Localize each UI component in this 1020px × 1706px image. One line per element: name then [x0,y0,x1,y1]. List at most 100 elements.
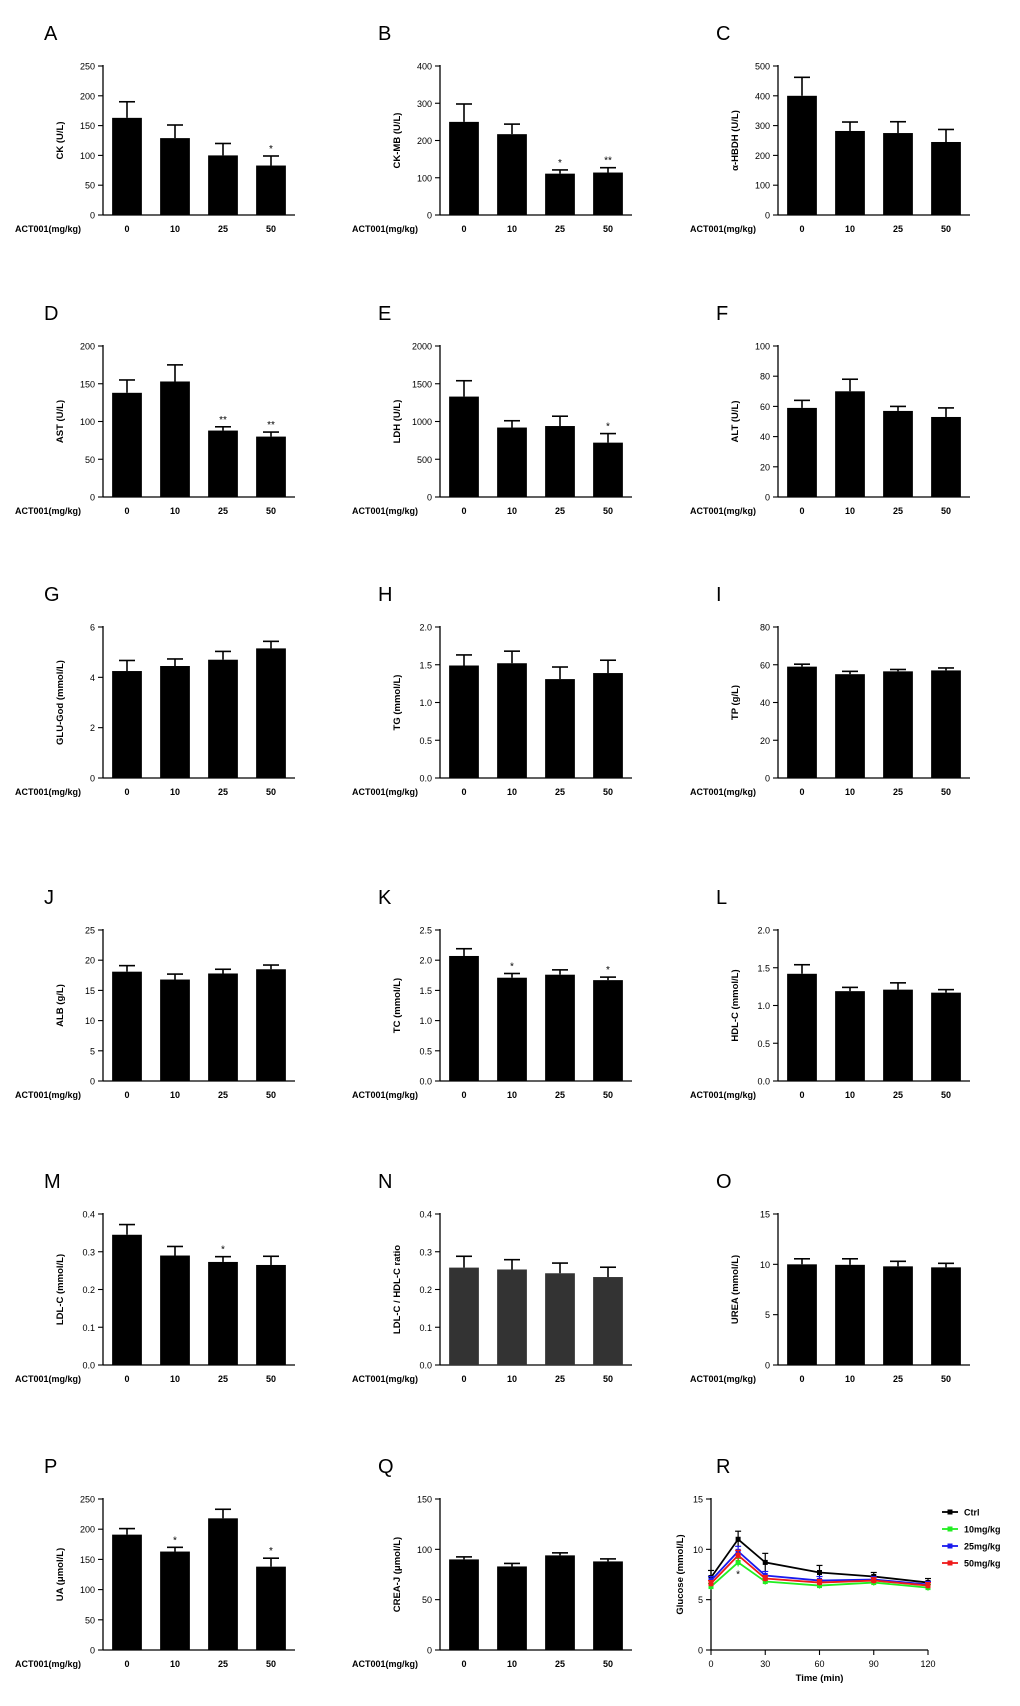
bar [208,1518,238,1650]
x-axis-title: Time (min) [796,1673,844,1684]
x-tick-label: 60 [814,1659,824,1669]
bar [593,980,623,1081]
bar [497,1566,527,1650]
panel-q: Q 0 50 100 150 CREA-J (μmol/L) 0 10 25 50 ACT001(m… [352,1456,632,1669]
panel-f: F 0 20 40 60 80 100 ALT (U/L) 0 10 25 50 ACT001(mg/k… [690,303,970,516]
y-tick-label: 25 [85,926,95,936]
y-tick-label: 60 [760,660,770,670]
x-tick-label: 25 [893,224,903,234]
bar [208,973,238,1081]
bar [160,979,190,1081]
y-tick-label: 0 [765,493,770,503]
bar [256,436,286,497]
bar [787,95,817,215]
bar [835,130,865,215]
x-tick-label: 10 [845,787,855,797]
legend-label: 50mg/kg [964,1559,1001,1569]
y-tick-label: 200 [417,136,432,146]
x-tick-label: 25 [218,1659,228,1669]
y-axis-title: UREA (mmol/L) [730,1255,741,1324]
x-tick-label: 50 [603,224,613,234]
x-axis-title: ACT001(mg/kg) [690,787,756,797]
data-point [925,1583,931,1589]
x-tick-label: 10 [507,1374,517,1384]
x-tick-label: 0 [799,1374,804,1384]
x-tick-label: 50 [941,506,951,516]
panel-label: H [378,584,392,606]
y-tick-label: 1000 [412,417,432,427]
data-point [871,1578,877,1584]
x-tick-label: 50 [941,224,951,234]
y-axis-title: HDL-C (mmol/L) [730,969,741,1041]
panel-o: O 0 5 10 15 UREA (mmol/L) 0 10 25 50 ACT001(mg/kg) [690,1171,970,1384]
series-line [710,1561,929,1589]
significance-marker: * [173,1535,177,1546]
panel-p: P 0 50 100 150 200 250 UA (μmol/L) 0 10 * 25 50 * ACT0… [15,1456,295,1669]
panel-label: G [44,584,60,606]
bar [160,1255,190,1365]
y-tick-label: 20 [760,462,770,472]
panel-label: Q [378,1456,394,1478]
y-tick-label: 250 [80,62,95,72]
x-tick-label: 25 [218,1374,228,1384]
x-tick-label: 25 [555,1090,565,1100]
panel-d: D 0 50 100 150 200 AST (U/L) 0 10 25 ** 50 ** ACT001(… [15,303,295,516]
bar [112,392,142,497]
x-tick-label: 0 [461,1090,466,1100]
legend-label: 10mg/kg [964,1525,1001,1535]
x-axis-title: ACT001(mg/kg) [352,1374,418,1384]
y-tick-label: 4 [90,673,95,683]
y-tick-label: 200 [80,1525,95,1535]
y-tick-label: 0 [765,211,770,221]
y-tick-label: 0.2 [419,1285,432,1295]
x-tick-label: 10 [845,1090,855,1100]
y-tick-label: 20 [85,956,95,966]
y-tick-label: 0 [698,1646,703,1656]
panel-label: I [716,584,722,606]
significance-marker: * [510,961,514,972]
series-line [710,1550,929,1586]
x-tick-label: 10 [845,506,855,516]
x-tick-label: 25 [555,1374,565,1384]
panel-e: E 0 500 1000 1500 2000 LDH (U/L) 0 10 25 50 * ACT001… [352,303,632,516]
y-tick-label: 100 [80,1585,95,1595]
x-tick-label: 0 [461,224,466,234]
y-tick-label: 100 [80,151,95,161]
x-tick-label: 50 [603,1659,613,1669]
y-tick-label: 150 [80,379,95,389]
y-tick-label: 0 [427,493,432,503]
x-tick-label: 0 [461,506,466,516]
bar [931,992,961,1081]
bar [160,138,190,215]
x-tick-label: 10 [507,1659,517,1669]
data-point [762,1576,768,1582]
x-tick-label: 10 [170,1374,180,1384]
bar [112,671,142,778]
y-tick-label: 300 [417,99,432,109]
y-tick-label: 0 [765,1361,770,1371]
legend-marker [947,1543,953,1549]
bar [883,1266,913,1365]
bar [112,117,142,215]
panel-g: G 0 2 4 6 GLU-God (mmol/L) 0 10 25 50 ACT001(mg/kg… [15,584,295,797]
bar [449,121,479,215]
bar [256,1264,286,1365]
x-axis-title: ACT001(mg/kg) [690,224,756,234]
bar [112,971,142,1081]
significance-marker: * [269,144,273,155]
bar [449,396,479,497]
x-tick-label: 25 [218,787,228,797]
bar [160,381,190,497]
y-tick-label: 5 [698,1595,703,1605]
panel-label: P [44,1456,57,1478]
panel-label: O [716,1171,732,1193]
legend-marker [947,1509,953,1515]
y-tick-label: 0.0 [82,1361,95,1371]
x-axis-title: ACT001(mg/kg) [352,787,418,797]
bar [256,969,286,1081]
x-tick-label: 0 [799,224,804,234]
bar [545,974,575,1081]
bar [883,989,913,1081]
x-tick-label: 0 [799,506,804,516]
y-tick-label: 0 [90,211,95,221]
